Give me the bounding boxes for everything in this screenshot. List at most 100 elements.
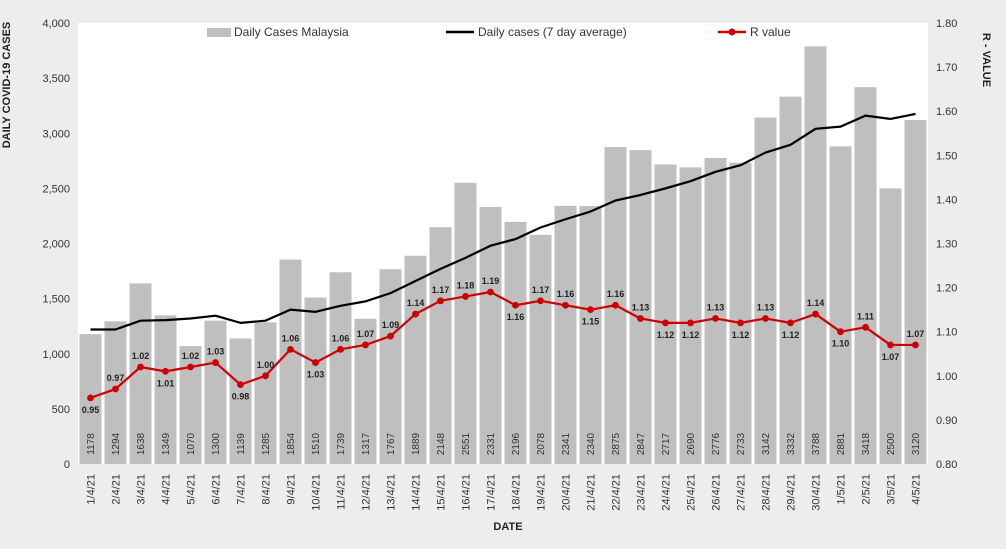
r-value-label: 1.14 [407, 298, 425, 308]
bar-24/4/21 [654, 164, 677, 464]
bar-value-label: 2500 [886, 432, 897, 455]
bar-value-label: 2717 [661, 432, 672, 455]
bar-21/4/21 [579, 206, 602, 464]
y2-tick-label: 1.50 [936, 150, 957, 162]
r-value-label: 1.07 [882, 352, 900, 362]
r-value-marker [912, 341, 919, 349]
r-value-label: 1.03 [207, 347, 225, 357]
r-value-marker [162, 367, 169, 375]
bar-value-label: 2847 [636, 432, 647, 455]
bar-value-label: 2551 [461, 432, 472, 455]
x-tick-label: 6/4/21 [211, 474, 223, 505]
y-tick-label: 1,000 [42, 349, 70, 361]
r-value-label: 1.02 [132, 351, 150, 361]
bar-value-label: 1854 [286, 432, 297, 455]
x-tick-label: 16/4/21 [461, 474, 473, 511]
r-value-marker [312, 359, 319, 366]
legend-swatch-r-marker [728, 28, 736, 36]
bar-17/4/21 [479, 207, 502, 464]
bars-layer [79, 46, 927, 465]
bar-3/4/21 [129, 283, 152, 464]
y2-tick-label: 1.80 [936, 18, 957, 30]
r-value-marker [512, 301, 519, 309]
r-value-label: 1.00 [257, 360, 275, 370]
x-tick-label: 15/4/21 [436, 474, 448, 511]
y-tick-label: 3,500 [42, 73, 70, 85]
average-line [90, 112, 916, 331]
y2-tick-label: 1.30 [936, 239, 957, 251]
bar-value-label: 3418 [861, 432, 872, 455]
bar-23/4/21 [629, 150, 652, 464]
bar-value-label: 1285 [261, 432, 272, 455]
r-value-label: 1.12 [782, 330, 800, 340]
bar-20/4/21 [554, 205, 577, 464]
r-value-label: 1.13 [707, 302, 725, 312]
bar-14/4/21 [404, 255, 427, 464]
x-tick-label: 4/4/21 [161, 474, 173, 505]
r-value-marker [737, 319, 744, 327]
bar-10/4/21 [304, 297, 327, 464]
x-tick-label: 9/4/21 [286, 474, 298, 505]
r-value-marker [87, 394, 94, 402]
r-value-label: 1.07 [357, 329, 375, 339]
bar-1/5/21 [829, 146, 852, 464]
y-tick-label: 2,500 [42, 183, 70, 195]
bar-2/5/21 [854, 87, 877, 464]
y2-tick-label: 0.90 [936, 415, 957, 427]
x-tick-label: 2/4/21 [111, 474, 123, 505]
bar-12/4/21 [354, 318, 377, 464]
x-tick-label: 19/4/21 [536, 474, 548, 511]
x-tick-label: 21/4/21 [586, 474, 598, 511]
bar-value-label: 3332 [786, 432, 797, 455]
bar-value-label: 2341 [561, 432, 572, 455]
y2-tick-label: 1.40 [936, 194, 957, 206]
bar-value-label: 2340 [586, 432, 597, 455]
bar-value-label: 2148 [436, 432, 447, 455]
y-tick-label: 500 [52, 404, 70, 416]
bar-labels-layer: 1178 1294 1638 1349 1070 1300 1139 1285 1854 1510… [86, 432, 922, 455]
bar-value-label: 1317 [361, 432, 372, 455]
x-tick-label: 22/4/21 [611, 474, 623, 511]
bar-value-label: 2331 [486, 432, 497, 455]
bar-25/4/21 [679, 167, 702, 465]
bar-13/4/21 [379, 269, 402, 464]
y2-tick-label: 0.80 [936, 459, 957, 471]
r-value-marker [187, 363, 194, 371]
bar-29/4/21 [779, 96, 802, 464]
y2-tick-label: 1.10 [936, 327, 957, 339]
bar-value-label: 1349 [161, 432, 172, 455]
r-value-marker [637, 315, 644, 322]
x-tick-label: 11/4/21 [336, 474, 348, 510]
r-value-label: 1.13 [757, 302, 775, 312]
bar-value-label: 1294 [111, 432, 122, 455]
legend-label-average: Daily cases (7 day average) [478, 25, 627, 39]
bar-11/4/21 [329, 272, 352, 464]
r-value-marker [562, 301, 569, 309]
bar-3/5/21 [879, 188, 902, 464]
x-tick-label: 26/4/21 [711, 474, 723, 511]
bar-value-label: 2690 [686, 432, 697, 455]
legend: Daily Cases Malaysia Daily cases (7 day … [207, 25, 791, 39]
y2-tick-label: 1.60 [936, 106, 957, 118]
r-value-label: 1.12 [732, 330, 750, 340]
r-value-marker [237, 381, 244, 389]
y2-tick-label: 1.20 [936, 283, 957, 295]
r-value-marker [437, 297, 444, 305]
r-value-marker [462, 293, 469, 300]
bar-value-label: 1638 [136, 432, 147, 455]
bar-26/4/21 [704, 157, 727, 465]
x-tick-label: 30/4/21 [811, 474, 823, 511]
legend-label-r: R value [750, 25, 791, 39]
r-value-marker [137, 363, 144, 371]
y-tick-label: 4,000 [42, 18, 70, 30]
y-axis-title: DAILY COVID-19 CASES [1, 22, 13, 149]
x-tick-label: 28/4/21 [761, 474, 773, 511]
right-y-axis-title: R - VALUE [980, 33, 992, 87]
legend-swatch-bar [207, 28, 231, 37]
bar-27/4/21 [729, 162, 752, 464]
r-value-label: 1.12 [682, 330, 700, 340]
y2-tick-label: 1.00 [936, 371, 957, 383]
bar-28/4/21 [754, 117, 777, 465]
